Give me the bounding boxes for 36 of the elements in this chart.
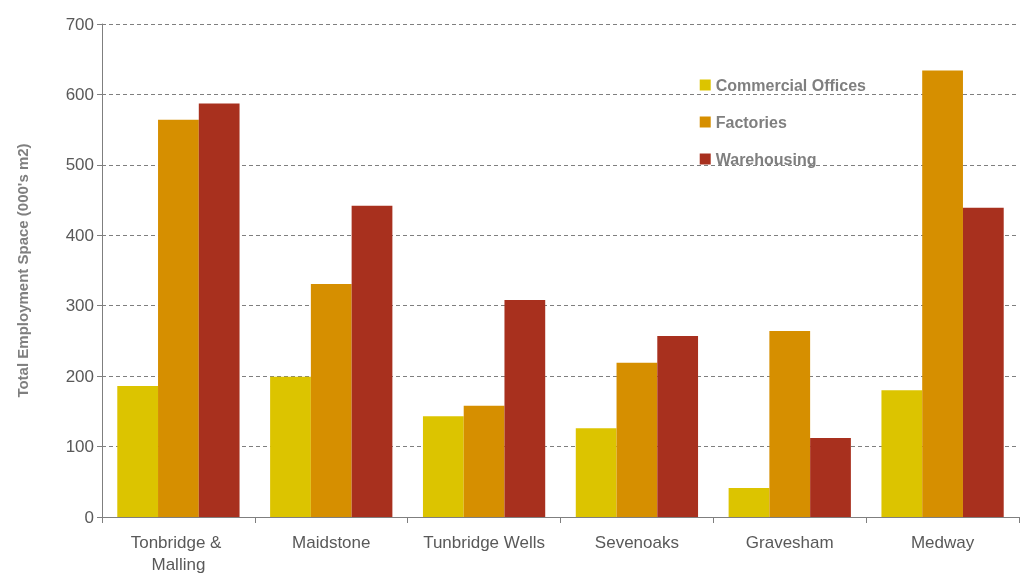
bar	[575, 428, 617, 517]
legend-label: Factories	[715, 113, 787, 131]
bar	[504, 300, 546, 517]
legend-label: Warehousing	[715, 150, 817, 168]
bar	[962, 207, 1004, 517]
y-tick-label: 400	[65, 225, 94, 245]
x-tick-label: Medway	[910, 532, 975, 552]
x-tick-label: Sevenoaks	[594, 532, 679, 552]
y-tick-label: 200	[65, 366, 94, 386]
x-tick-label: Gravesham	[745, 532, 834, 552]
legend-label: Commercial Offices	[715, 76, 867, 94]
bar	[769, 331, 811, 517]
x-tick-label: Tonbridge & Malling	[130, 532, 227, 574]
y-tick-label: 500	[65, 155, 94, 175]
x-tick-label: Maidstone	[292, 532, 371, 552]
bar	[158, 119, 199, 517]
bar	[351, 205, 393, 517]
bar	[881, 390, 923, 517]
bar	[270, 376, 311, 517]
x-tick-label: Tunbridge Wells	[423, 532, 546, 552]
bar	[310, 283, 352, 517]
bar	[198, 103, 240, 517]
bar	[463, 405, 505, 517]
y-tick-label: 0	[84, 507, 94, 527]
bar	[616, 362, 658, 517]
bar	[810, 438, 851, 517]
y-tick-label: 600	[65, 84, 94, 104]
bar	[922, 70, 963, 517]
bar	[728, 488, 770, 517]
bar	[117, 386, 159, 517]
y-axis-title: Total Employment Space (000's m2)	[14, 143, 31, 398]
y-tick-label: 700	[65, 14, 94, 34]
bar	[422, 416, 464, 517]
bar	[657, 336, 699, 517]
y-tick-label: 300	[65, 296, 94, 316]
y-tick-label: 100	[65, 437, 94, 457]
